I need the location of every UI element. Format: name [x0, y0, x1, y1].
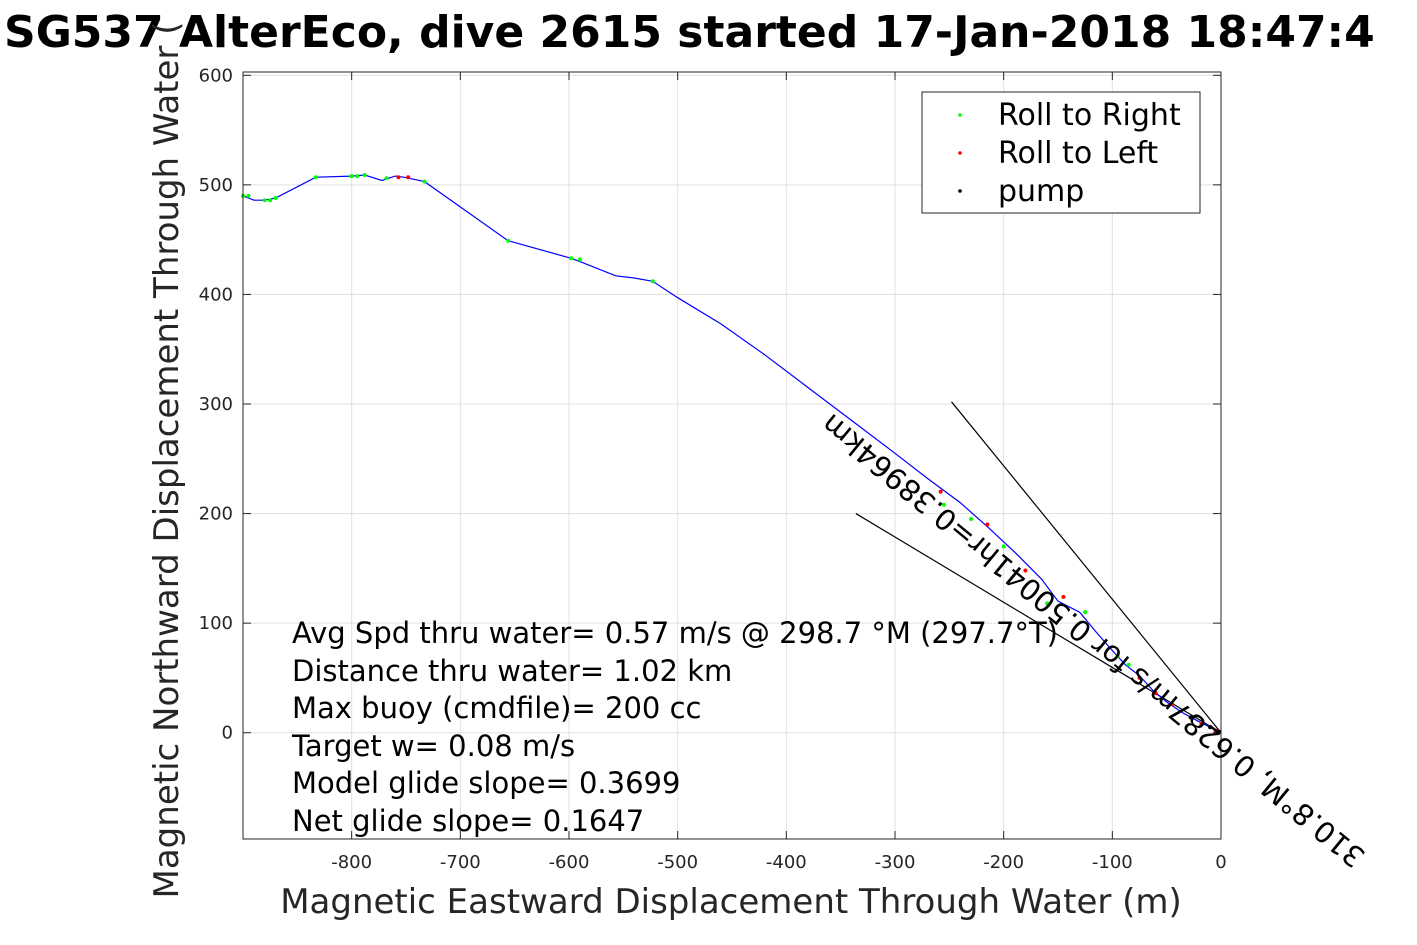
y-tick-label: 500: [199, 175, 233, 196]
stat-distance: Distance thru water= 1.02 km: [292, 654, 732, 688]
roll-right-point: [422, 179, 427, 184]
roll-right-point: [1001, 544, 1006, 549]
roll-left-point: [1023, 568, 1028, 573]
y-tick-label: 600: [199, 65, 233, 86]
x-tick-label: -800: [331, 852, 372, 873]
data-points: [241, 172, 1221, 734]
pump-point: [1188, 715, 1193, 720]
x-tick-label: -300: [875, 852, 916, 873]
roll-right-point: [268, 198, 273, 203]
legend-marker-roll-left: [958, 151, 962, 155]
legend-marker-roll-right: [958, 113, 962, 117]
roll-left-point: [1153, 691, 1158, 696]
y-axis-label: Magnetic Northward Displacement Through …: [147, 22, 187, 899]
roll-right-point: [362, 172, 367, 177]
roll-right-point: [650, 279, 655, 284]
stat-max-buoy: Max buoy (cmdfile)= 200 cc: [292, 691, 701, 725]
stat-target-w: Target w= 0.08 m/s: [291, 729, 575, 763]
roll-right-point: [506, 238, 511, 243]
roll-left-point: [1061, 594, 1066, 599]
roll-right-point: [349, 174, 354, 179]
roll-left-point: [406, 175, 411, 180]
wedge-line: [951, 401, 1222, 734]
legend-label-pump: pump: [998, 174, 1084, 209]
roll-left-point: [985, 522, 990, 527]
roll-right-point: [262, 198, 267, 203]
legend-label-roll-left: Roll to Left: [998, 136, 1158, 171]
legend-marker-pump: [958, 189, 962, 193]
x-tick-label: -100: [1092, 852, 1133, 873]
roll-left-point: [1170, 702, 1175, 707]
roll-right-point: [313, 175, 318, 180]
x-tick-label: -700: [440, 852, 481, 873]
stat-net-glide-slope: Net glide slope= 0.1647: [292, 804, 644, 838]
axes-box: [242, 71, 1222, 840]
roll-right-point: [577, 257, 582, 262]
x-tick-label: -400: [766, 852, 807, 873]
chart-title: SG537 AlterEco, dive 2615 started 17-Jan…: [4, 7, 1375, 58]
roll-left-point: [938, 489, 943, 494]
y-tick-label: 100: [199, 613, 233, 634]
x-tick-label: -500: [657, 852, 698, 873]
roll-right-point: [941, 502, 946, 507]
roll-left-point: [1213, 728, 1218, 733]
x-tick-label: 0: [1215, 852, 1226, 873]
legend-label-roll-right: Roll to Right: [998, 98, 1181, 133]
y-tick-label: 400: [199, 284, 233, 305]
legend-box: [921, 91, 1201, 214]
y-tick-label: 200: [199, 504, 233, 525]
roll-right-point: [1045, 601, 1050, 606]
roll-left-point: [1137, 675, 1142, 680]
roll-right-point: [355, 174, 360, 179]
stat-avg-speed: Avg Spd thru water= 0.57 m/s @ 298.7 °M …: [292, 616, 1058, 650]
legend: Roll to Right Roll to Left pump: [921, 91, 1201, 214]
roll-left-point: [1199, 721, 1204, 726]
stats-block: Avg Spd thru water= 0.57 m/s @ 298.7 °M …: [291, 616, 1058, 838]
roll-right-point: [1083, 610, 1088, 615]
roll-left-point: [396, 175, 401, 180]
axis-ticks: -800 -700 -600 -500 -400 -300 -200 -100 0 0 100 200…: [199, 65, 1227, 873]
roll-right-point: [246, 193, 251, 198]
x-tick-label: -600: [549, 852, 590, 873]
x-axis-label: Magnetic Eastward Displacement Through W…: [280, 882, 1182, 922]
roll-right-point: [569, 256, 574, 261]
y-tick-label: 300: [199, 394, 233, 415]
roll-right-point: [1115, 654, 1120, 659]
roll-right-point: [384, 176, 389, 181]
roll-right-point: [1126, 662, 1131, 667]
x-tick-label: -200: [983, 852, 1024, 873]
stat-model-glide-slope: Model glide slope= 0.3699: [292, 766, 680, 800]
y-tick-label: 0: [222, 723, 233, 744]
roll-right-point: [969, 517, 974, 522]
roll-right-point: [273, 196, 278, 201]
pump-point: [1208, 725, 1213, 730]
grid: [243, 72, 1222, 839]
